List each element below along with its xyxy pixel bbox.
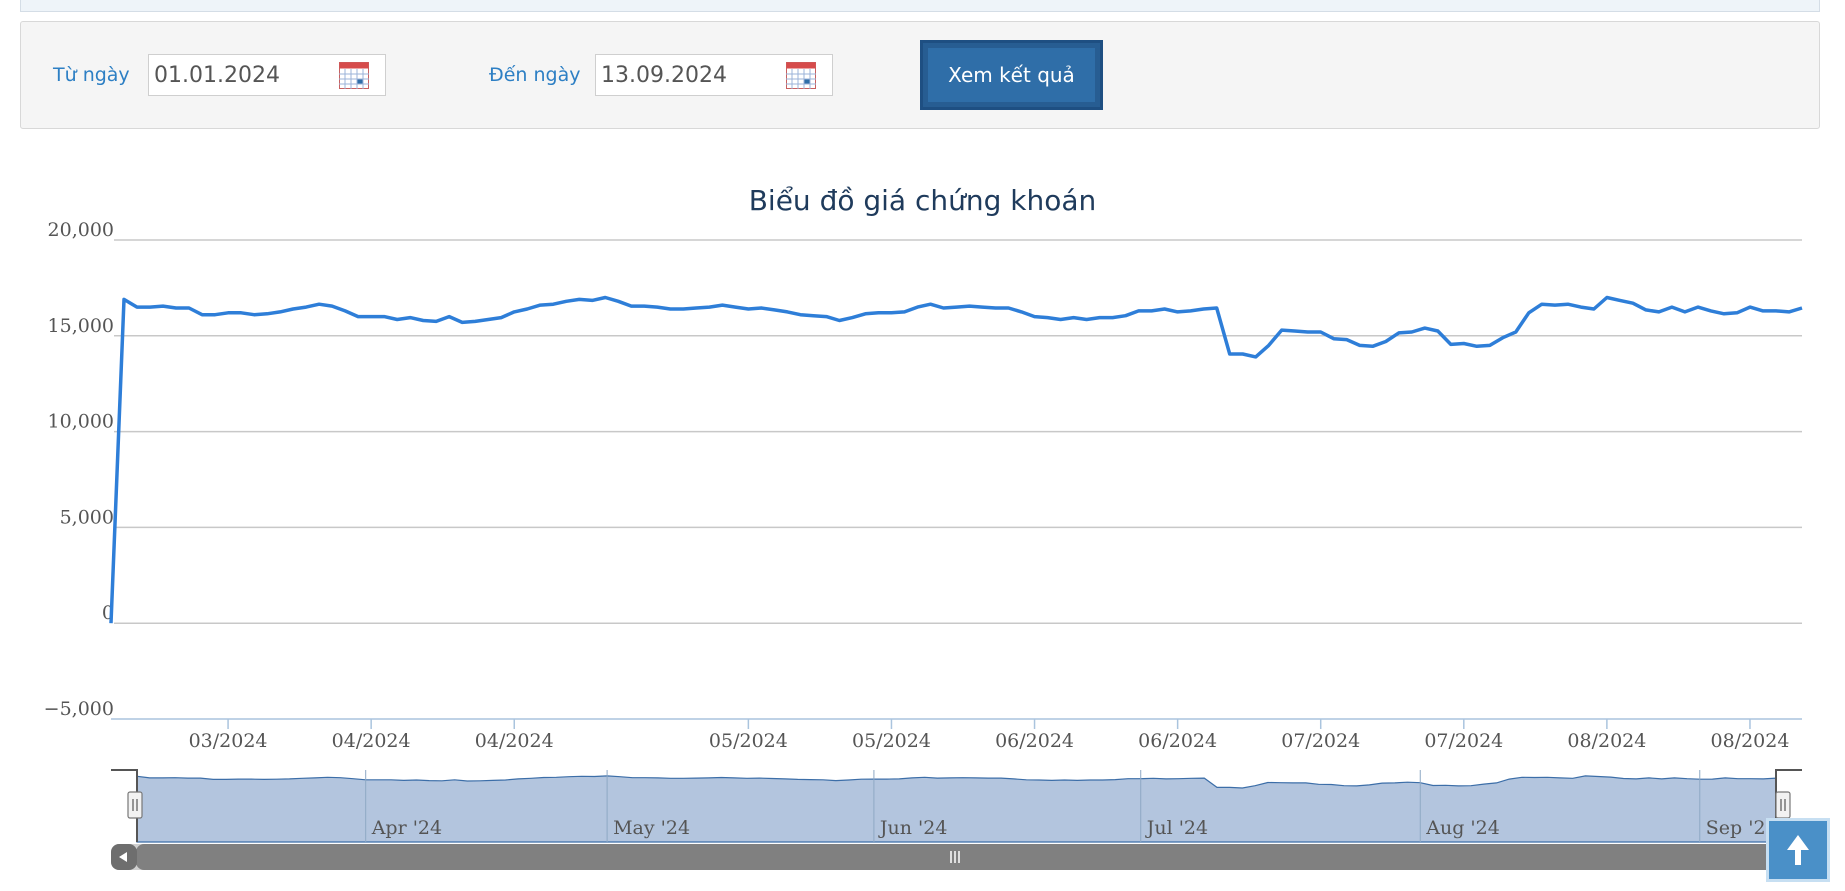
x-tick-label: 03/2024 <box>189 730 268 752</box>
range-navigator[interactable]: Apr '24 May '24 Jun '24 Jul '24 Aug '24 Sep '… <box>111 769 1802 843</box>
navigator-label: Apr '24 <box>371 817 442 839</box>
x-tick-label: 05/2024 <box>709 730 788 752</box>
triangle-left-icon <box>119 852 127 862</box>
x-tick-label: 04/2024 <box>332 730 411 752</box>
arrow-up-icon <box>1787 835 1809 865</box>
y-tick-label: 20,000 <box>48 219 114 241</box>
y-tick-label: 10,000 <box>48 411 114 433</box>
navigator-label: Jun '24 <box>878 817 948 839</box>
x-tick-label: 08/2024 <box>1567 730 1646 752</box>
calendar-icon[interactable] <box>339 61 369 89</box>
x-axis: 03/2024 04/2024 04/2024 05/2024 05/2024 06/20… <box>189 719 1790 752</box>
y-tick-label: 5,000 <box>60 506 114 528</box>
left-handle[interactable] <box>127 791 143 819</box>
to-date-input[interactable] <box>601 61 781 89</box>
x-tick-label: 08/2024 <box>1711 730 1790 752</box>
right-handle[interactable] <box>1775 791 1791 819</box>
from-date-field[interactable] <box>148 54 386 96</box>
y-tick-label: 15,000 <box>48 315 114 337</box>
handle-box[interactable] <box>127 791 143 819</box>
calendar-icon[interactable] <box>786 61 816 89</box>
x-tick-label: 04/2024 <box>475 730 554 752</box>
navigator-label: May '24 <box>613 817 690 839</box>
price-series-line <box>109 295 1803 624</box>
to-date-field[interactable] <box>595 54 833 96</box>
x-tick-label: 07/2024 <box>1281 730 1360 752</box>
navigator-area <box>136 775 1777 843</box>
x-tick-label: 06/2024 <box>1138 730 1217 752</box>
x-tick-label: 06/2024 <box>995 730 1074 752</box>
grid-lines <box>111 239 1802 720</box>
navigator-label: Aug '24 <box>1425 817 1500 839</box>
price-points <box>109 295 1804 625</box>
from-date-label: Từ ngày <box>53 64 130 86</box>
navigator-label: Jul '24 <box>1145 817 1208 839</box>
to-date-label: Đến ngày <box>489 64 581 86</box>
y-tick-label: −5,000 <box>44 698 114 720</box>
range-scrollbar[interactable] <box>111 844 1802 870</box>
handle-box[interactable] <box>1775 791 1791 819</box>
x-tick-label: 07/2024 <box>1424 730 1503 752</box>
scrollbar-thumb[interactable] <box>136 844 1802 870</box>
view-results-button[interactable]: Xem kết quả <box>920 40 1103 110</box>
x-tick-label: 05/2024 <box>852 730 931 752</box>
from-date-input[interactable] <box>154 61 334 89</box>
top-panel-edge <box>20 0 1820 12</box>
chart-title: Biểu đồ giá chứng khoán <box>748 184 1097 217</box>
back-to-top-button[interactable] <box>1766 818 1830 882</box>
navigator-label: Sep '24 <box>1706 817 1778 839</box>
